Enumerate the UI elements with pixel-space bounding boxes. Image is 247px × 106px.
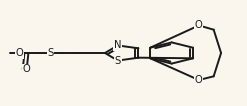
Text: O: O (23, 64, 31, 74)
Text: S: S (47, 48, 54, 58)
Text: O: O (195, 20, 203, 30)
Text: N: N (114, 40, 122, 50)
Text: O: O (16, 48, 24, 58)
Text: O: O (195, 75, 203, 85)
Text: S: S (115, 56, 121, 66)
